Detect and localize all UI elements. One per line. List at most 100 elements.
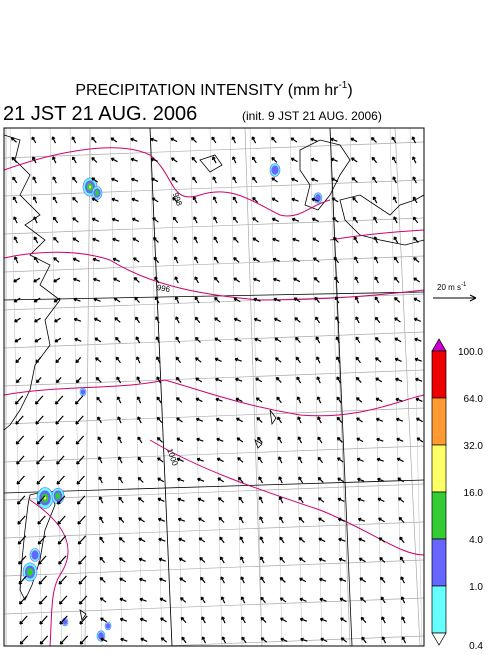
wind-arrow xyxy=(12,176,18,184)
wind-arrow xyxy=(239,516,244,524)
wind-arrow xyxy=(338,557,346,562)
graticule xyxy=(4,331,424,349)
wind-arrow xyxy=(112,237,120,242)
wind-arrow xyxy=(375,417,384,422)
graticule xyxy=(152,635,424,646)
wind-arrow xyxy=(35,415,44,425)
wind-arrow xyxy=(339,577,347,582)
coastline xyxy=(339,194,424,246)
wind-arrow xyxy=(320,637,328,643)
wind-arrow xyxy=(177,517,186,522)
wind-arrow xyxy=(214,317,221,323)
graticule xyxy=(4,559,424,577)
wind-arrow xyxy=(396,457,404,463)
wind-arrow xyxy=(35,356,42,364)
wind-arrow xyxy=(72,237,80,243)
wind-arrow xyxy=(136,356,141,364)
wind-arrow xyxy=(152,236,159,243)
wind-arrow xyxy=(195,377,203,383)
coastline xyxy=(254,439,263,449)
graticule xyxy=(4,217,424,235)
wind-arrow xyxy=(277,436,283,444)
wind-arrow xyxy=(118,516,125,523)
wind-arrow xyxy=(233,297,241,303)
wind-arrow xyxy=(111,177,119,182)
wind-arrow xyxy=(71,136,77,144)
wind-arrow xyxy=(318,557,326,562)
colorbar: 100.0 64.0 32.0 16.0 4.0 1.0 0.4 xyxy=(431,338,483,652)
wind-arrow xyxy=(316,356,321,364)
wind-arrow xyxy=(274,337,282,343)
wind-arrow xyxy=(194,256,199,264)
wind-arrow xyxy=(414,337,422,342)
wind-arrow xyxy=(73,317,82,322)
isobar xyxy=(29,499,69,646)
wind-arrow xyxy=(259,556,265,564)
wind-arrow xyxy=(139,597,147,602)
wind-arrow xyxy=(76,495,86,505)
wind-arrow xyxy=(17,515,26,525)
wind-arrow xyxy=(400,596,406,604)
wind-arrow xyxy=(199,576,206,584)
wind-arrow xyxy=(271,197,279,203)
wind-arrow xyxy=(100,617,107,623)
wind-arrow xyxy=(360,616,367,624)
wind-arrow xyxy=(252,217,259,223)
graticule xyxy=(409,128,423,646)
wind-arrow xyxy=(334,276,340,284)
wind-arrow xyxy=(159,577,167,582)
graticule xyxy=(4,141,424,159)
wind-arrow xyxy=(215,377,223,382)
wind-arrow xyxy=(241,616,246,624)
wind-arrow xyxy=(131,197,139,202)
wind-arrow xyxy=(393,216,398,224)
wind-arrow xyxy=(330,137,338,142)
wind-arrow xyxy=(373,236,379,244)
wind-arrow xyxy=(214,337,222,343)
wind-arrow xyxy=(393,276,400,284)
wind-arrow xyxy=(297,416,302,424)
wind-arrow xyxy=(279,597,287,603)
wind-arrow xyxy=(311,177,319,182)
wind-arrow xyxy=(137,456,144,464)
wind-arrow xyxy=(176,417,183,423)
wind-arrow xyxy=(130,157,138,162)
wind-arrow xyxy=(357,497,365,502)
wind-arrow xyxy=(293,297,301,303)
wind-arrow xyxy=(158,537,166,542)
wind-arrow xyxy=(175,356,181,364)
wind-arrow xyxy=(313,257,320,263)
colorbar-top xyxy=(431,338,447,352)
map-frame xyxy=(3,127,425,647)
wind-arrow xyxy=(278,456,283,464)
wind-arrow xyxy=(91,157,98,163)
wind-arrow xyxy=(232,156,237,164)
wind-arrow xyxy=(350,157,358,163)
wind-arrow xyxy=(98,496,104,504)
colorbar-label: 0.4 xyxy=(469,641,483,650)
wind-arrow xyxy=(154,296,160,304)
wind-arrow xyxy=(394,357,402,363)
wind-arrow xyxy=(316,376,321,384)
wind-arrow xyxy=(238,496,244,504)
wind-arrow xyxy=(218,516,225,523)
wind-arrow xyxy=(251,156,257,164)
graticule xyxy=(9,128,23,646)
wind-arrow xyxy=(75,356,82,364)
wind-arrow xyxy=(114,317,121,323)
rain-cell xyxy=(105,623,111,629)
wind-arrow xyxy=(399,556,405,564)
wind-arrow xyxy=(394,297,401,303)
wind-arrow xyxy=(213,216,218,224)
wind-arrow xyxy=(116,396,122,404)
wind-arrow xyxy=(111,217,120,222)
wind-arrow xyxy=(178,557,186,563)
wind-arrow xyxy=(278,496,284,504)
wind-arrow xyxy=(356,457,364,462)
wind-arrow xyxy=(212,176,217,184)
wind-arrow xyxy=(156,396,162,404)
wind-arrow xyxy=(257,436,263,444)
wind-arrow xyxy=(293,277,301,283)
wind-arrow xyxy=(15,356,22,364)
wind-arrow xyxy=(95,357,102,363)
